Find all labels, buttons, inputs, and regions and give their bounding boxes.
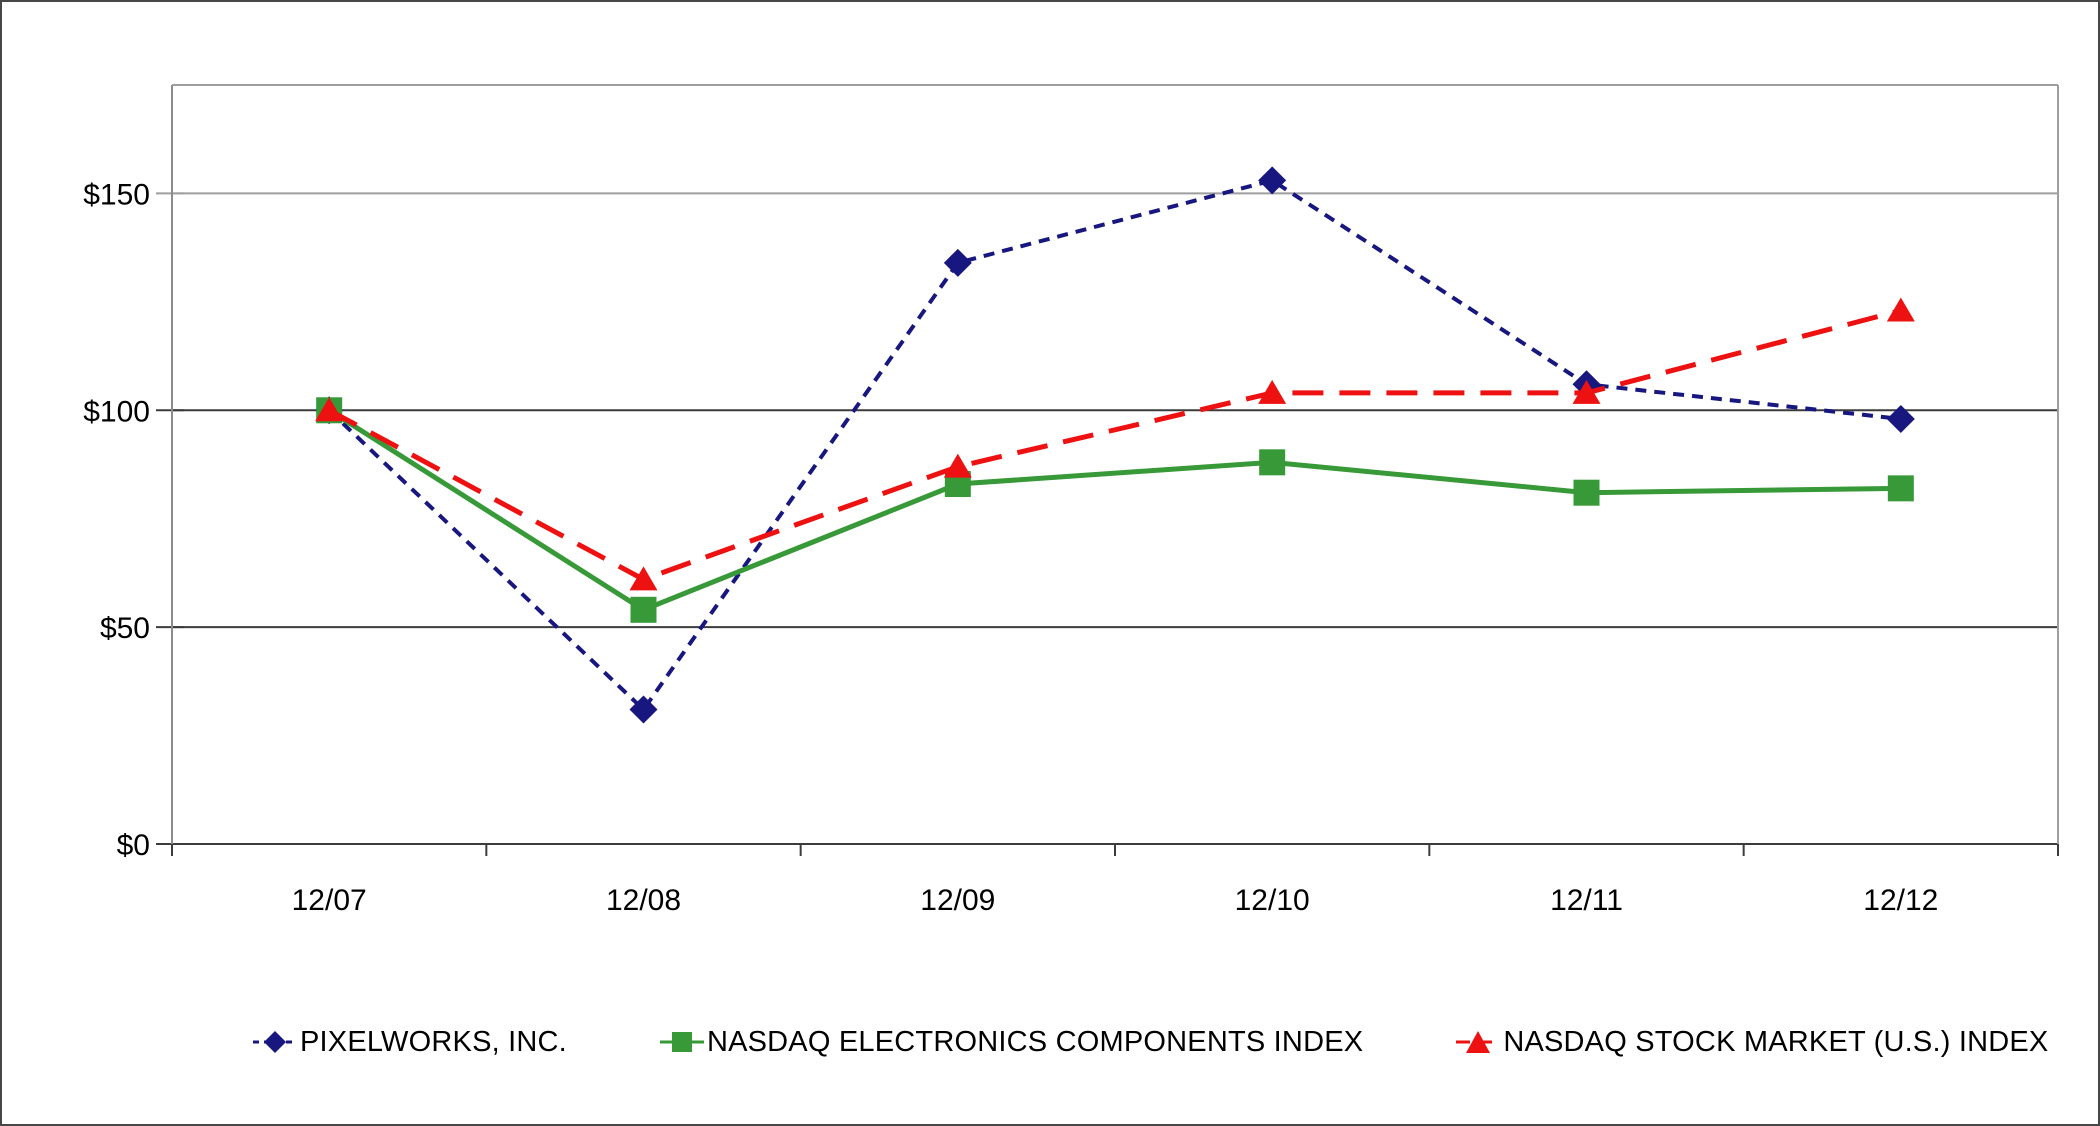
legend-item-nasdaq-stock-market-u-s-index: NASDAQ STOCK MARKET (U.S.) INDEX <box>1455 1026 2048 1059</box>
square-marker-icon <box>659 1032 704 1052</box>
data-point-diamond <box>629 695 658 724</box>
data-point-diamond <box>943 248 972 277</box>
series-nasdaq-stock-market-u-s-index <box>315 297 1915 591</box>
data-point-triangle <box>1886 297 1915 322</box>
legend-label: NASDAQ STOCK MARKET (U.S.) INDEX <box>1503 1025 2049 1058</box>
x-axis-label: 12/07 <box>292 884 367 917</box>
x-axis-label: 12/08 <box>606 884 681 917</box>
triangle-marker-icon <box>1456 1031 1501 1053</box>
legend-item-nasdaq-electronics-components-index: NASDAQ ELECTRONICS COMPONENTS INDEX <box>659 1026 1363 1059</box>
data-point-square <box>1573 479 1600 506</box>
series-line <box>327 408 1901 613</box>
chart-legend: PIXELWORKS, INC. NASDAQ ELECTRONICS COMPO… <box>252 1026 2048 1058</box>
y-axis-label: $150 <box>83 178 150 211</box>
series-line <box>327 178 1902 713</box>
legend-label: NASDAQ ELECTRONICS COMPONENTS INDEX <box>706 1025 1364 1058</box>
data-point-triangle <box>1258 379 1287 404</box>
x-axis-label: 12/12 <box>1863 884 1938 917</box>
data-point-diamond <box>1258 166 1287 195</box>
x-axis-label: 12/09 <box>920 884 995 917</box>
data-point-diamond <box>1886 404 1915 433</box>
y-axis-label: $0 <box>117 829 150 862</box>
data-point-triangle <box>1572 379 1601 404</box>
legend-item-pixelworks-inc: PIXELWORKS, INC. <box>252 1026 567 1059</box>
data-point-triangle <box>943 453 972 478</box>
data-point-triangle <box>629 566 658 591</box>
data-point-triangle <box>315 397 344 422</box>
series-pixelworks-inc <box>315 166 1915 724</box>
data-point-square <box>1259 449 1286 476</box>
diamond-marker-icon <box>253 1031 297 1053</box>
y-axis-label: $50 <box>100 612 150 645</box>
x-axis-label: 12/11 <box>1550 884 1623 917</box>
series-nasdaq-electronics-components-index <box>316 397 1914 623</box>
data-point-square <box>1887 475 1914 502</box>
data-point-square <box>630 596 657 623</box>
series-line <box>327 308 1902 583</box>
x-axis-label: 12/10 <box>1235 884 1310 917</box>
y-axis-label: $100 <box>83 395 150 428</box>
legend-label: PIXELWORKS, INC. <box>300 1025 567 1058</box>
